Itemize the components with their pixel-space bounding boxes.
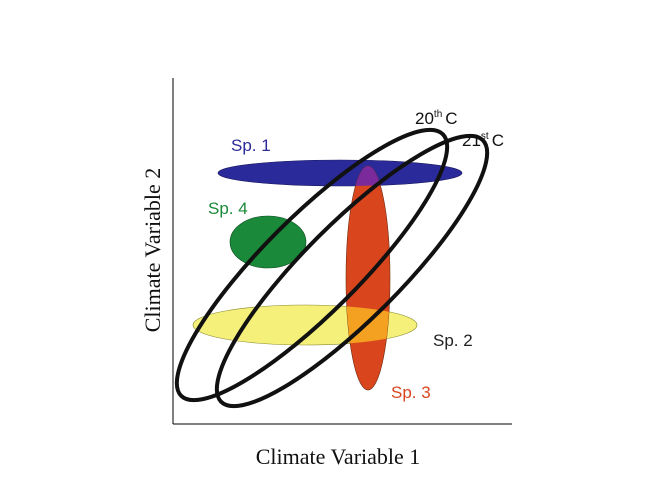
c21-base: 21	[462, 131, 481, 150]
c20-label: 20th C	[415, 109, 458, 128]
sp2-label: Sp. 2	[433, 331, 473, 350]
c20-unit: C	[445, 109, 457, 128]
c20-suffix: th	[434, 109, 442, 120]
sp1-niche	[217, 159, 463, 187]
sp3-label: Sp. 3	[391, 383, 431, 402]
sp1-label: Sp. 1	[231, 136, 271, 155]
climate-20th-century-envelope	[174, 127, 450, 403]
c21-suffix: st	[481, 131, 489, 142]
c21-label: 21st C	[462, 131, 504, 150]
c21-unit: C	[492, 131, 504, 150]
sp4-label: Sp. 4	[208, 199, 248, 218]
climate-21st-century-envelope	[214, 133, 490, 409]
sp2-sp3-overlap	[346, 305, 390, 345]
x-axis-label: Climate Variable 1	[256, 444, 421, 469]
y-axis-label: Climate Variable 2	[140, 168, 165, 333]
c20-base: 20	[415, 109, 434, 128]
